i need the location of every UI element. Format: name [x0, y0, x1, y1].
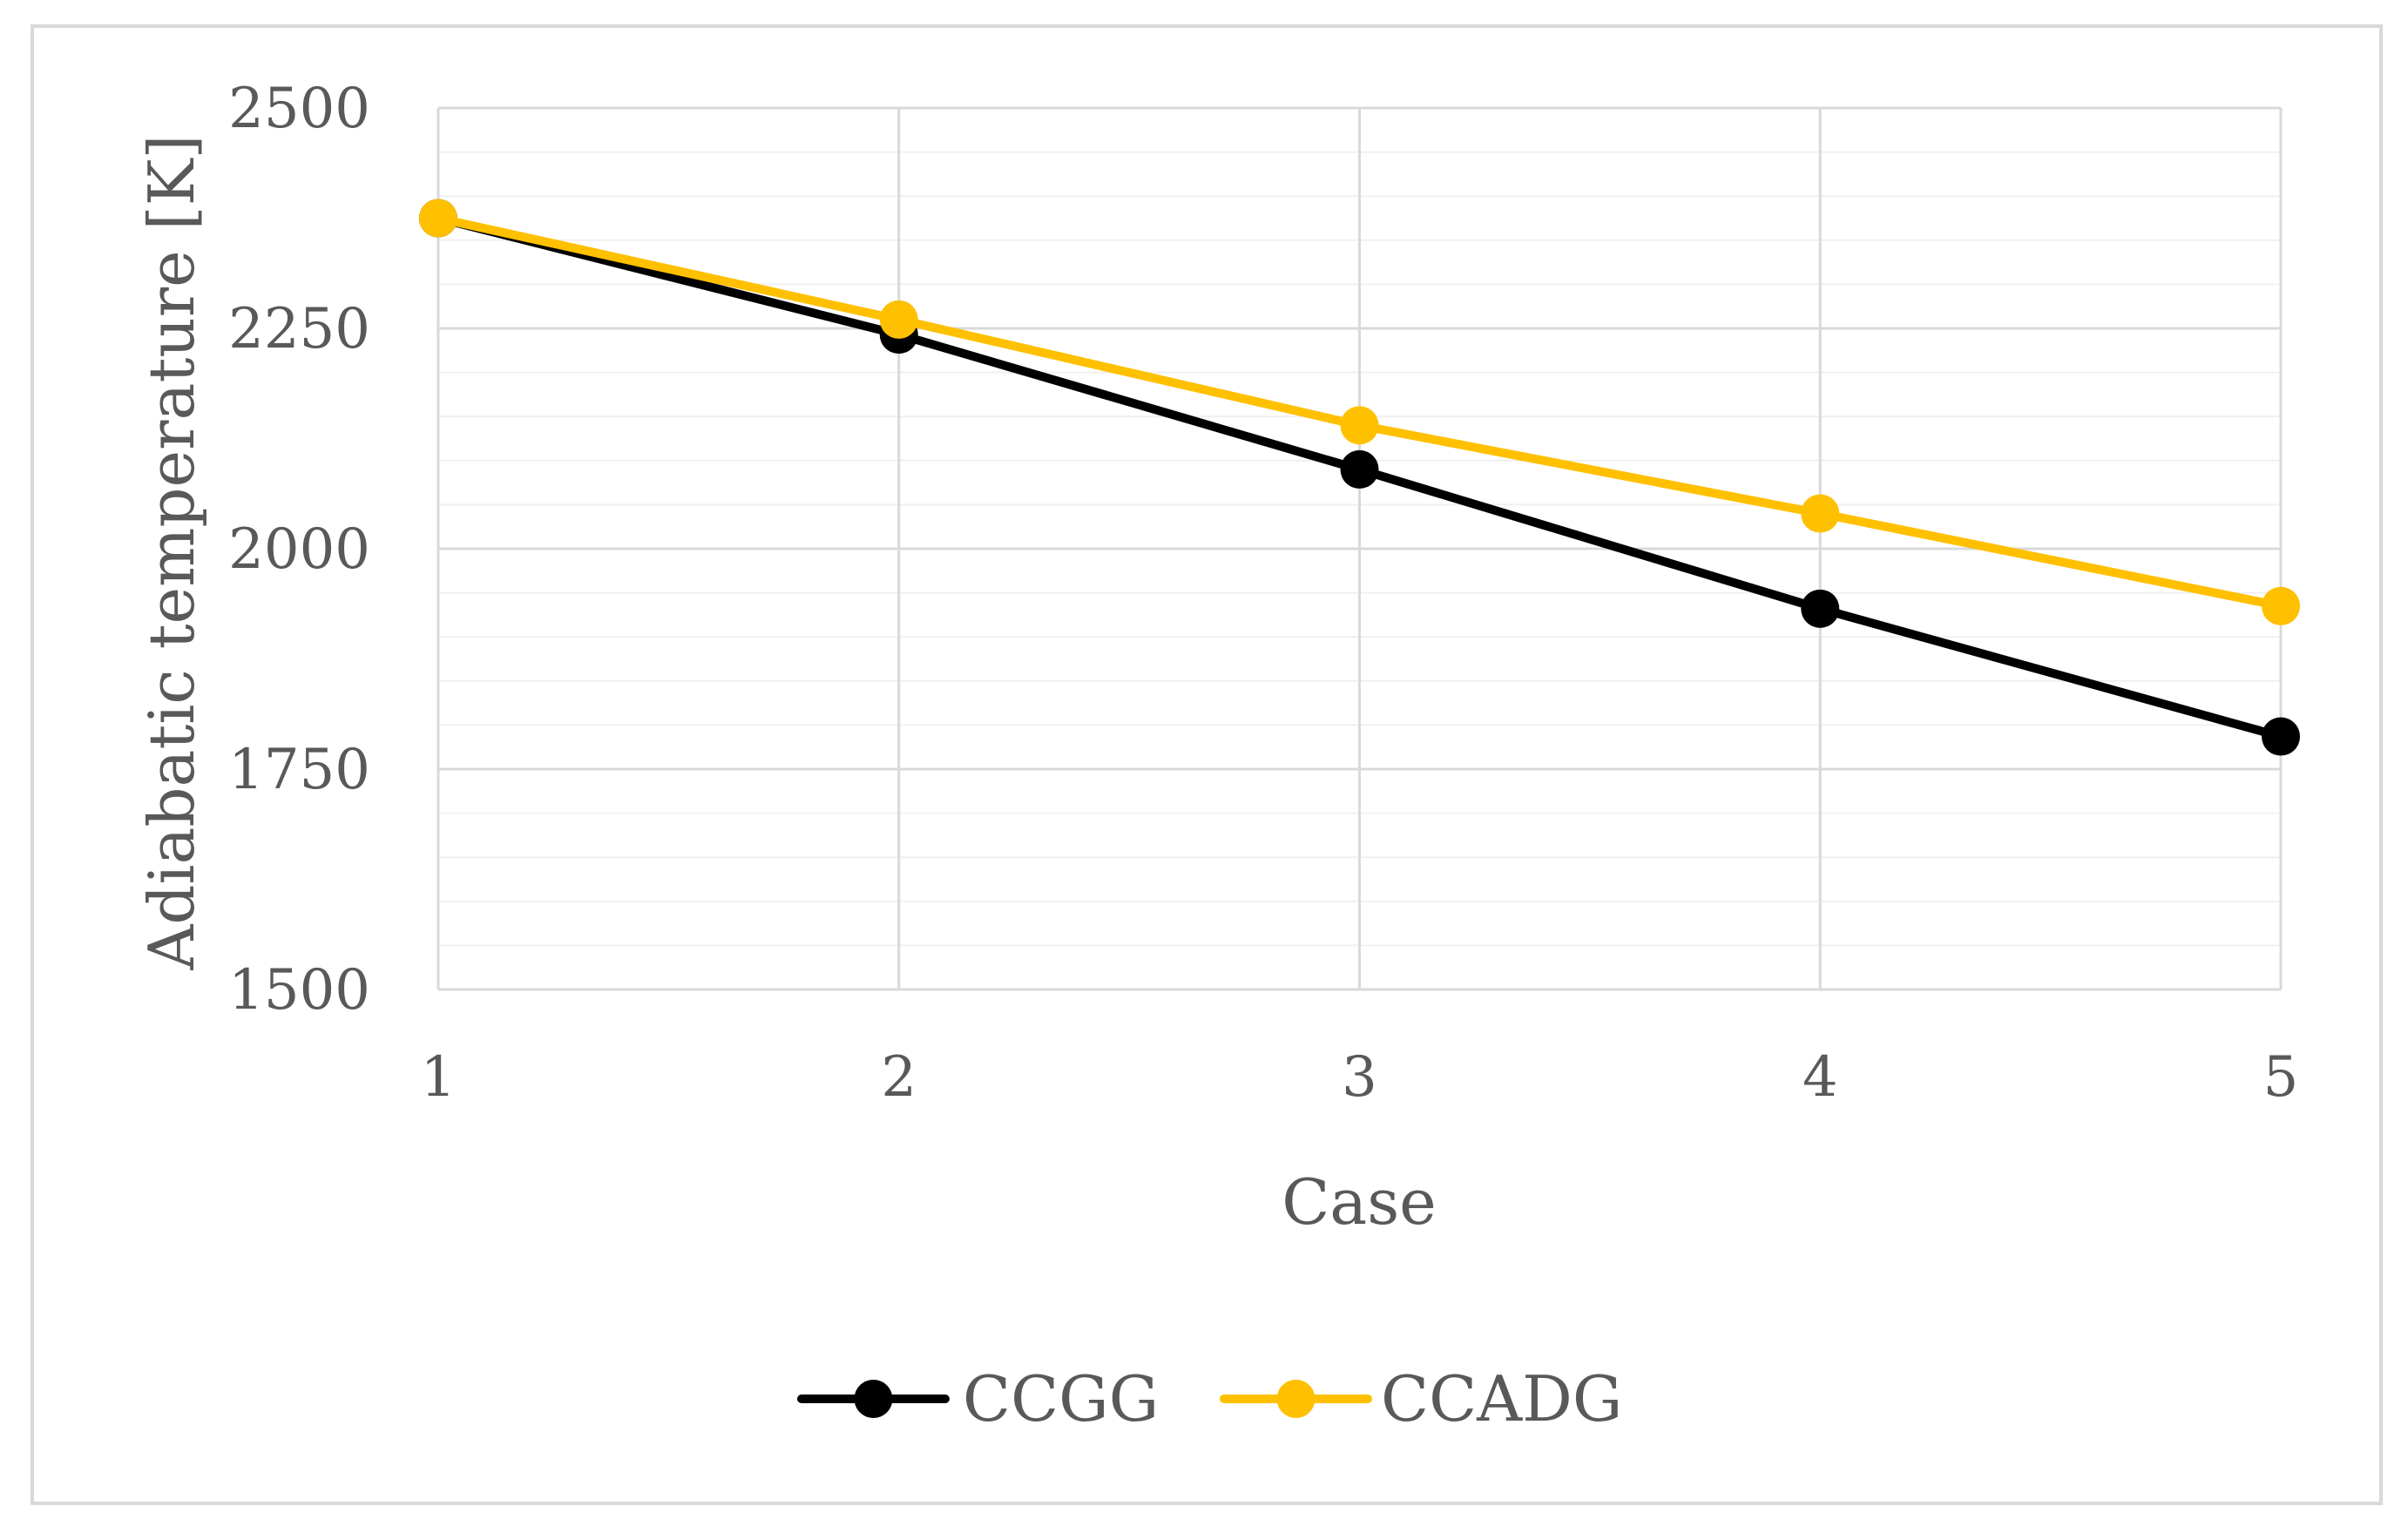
x-tick-label: 3 [1342, 1045, 1377, 1110]
data-point [879, 300, 918, 339]
legend-swatch-marker [1276, 1380, 1316, 1418]
data-point [2262, 717, 2300, 756]
legend-label: CCADG [1381, 1362, 1622, 1435]
y-axis-tick-labels: 1500 1750 2000 2250 2500 [228, 77, 370, 1023]
y-tick-label: 1750 [228, 738, 370, 802]
x-tick-label: 4 [1803, 1045, 1838, 1110]
data-point [1801, 494, 1840, 533]
legend-item-ccadg: CCADG [1220, 1362, 1622, 1435]
legend-label: CCGG [963, 1362, 1159, 1435]
x-axis-tick-labels: 1 2 3 4 5 [421, 1045, 2299, 1110]
x-tick-label: 5 [2263, 1045, 2299, 1110]
series-group [419, 199, 2300, 756]
y-axis-title: Adiabatic temperature [K] [135, 134, 208, 970]
y-tick-label: 2500 [228, 77, 370, 141]
legend-swatch-marker [854, 1380, 893, 1418]
legend: CCGG CCADG [797, 1362, 1622, 1435]
y-tick-label: 2250 [228, 297, 370, 361]
data-point [2262, 586, 2300, 625]
vertical-gridlines [436, 108, 2283, 989]
chart-frame [30, 24, 2383, 1505]
data-point [419, 199, 457, 238]
data-point [1801, 589, 1840, 628]
y-tick-label: 1500 [228, 958, 370, 1023]
x-tick-label: 2 [881, 1045, 917, 1110]
data-point [1340, 449, 1379, 489]
legend-item-ccgg: CCGG [797, 1362, 1159, 1435]
x-axis-title: Case [1282, 1165, 1437, 1239]
data-point [1340, 406, 1379, 445]
y-tick-label: 2000 [228, 517, 370, 582]
series-ccadg [419, 199, 2300, 625]
x-tick-label: 1 [421, 1045, 457, 1110]
